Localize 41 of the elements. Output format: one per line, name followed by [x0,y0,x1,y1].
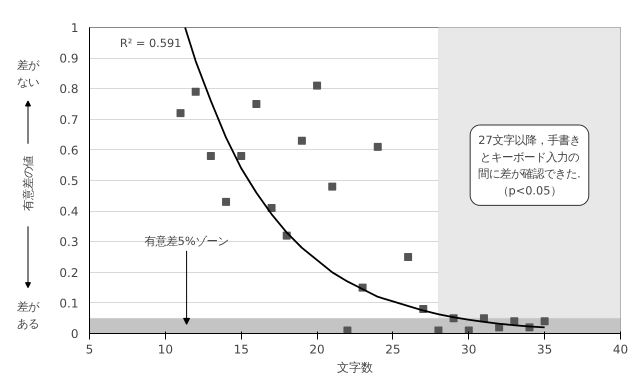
x-axis-title: 文字数 [337,360,373,374]
point [206,152,215,160]
x-tick-label: 25 [385,342,401,356]
annotation: 27文字以降，手書きとキーボード入力の間に差が確認できた.（p<0.05） [478,133,581,198]
y-tick-label: 0.1 [59,296,79,310]
point [222,198,230,206]
point [404,253,412,261]
annotation: R² = 0.591 [120,36,182,50]
x-tick-label: 20 [309,342,325,356]
x-tick-label: 30 [461,342,476,356]
point [464,326,473,334]
y-tick-label: 0.8 [59,82,79,96]
point [313,82,322,90]
y-tick-label: 0.9 [59,52,79,66]
point [252,100,260,108]
x-tick-label: 35 [537,342,552,356]
y-tick-label: 1 [70,21,79,35]
x-tick-label: 15 [234,342,249,356]
point [374,142,382,151]
y-tick-label: 0.3 [59,235,79,250]
y-tick-label: 0.4 [59,204,79,219]
point [176,109,185,118]
y-tick-label: 0.5 [59,174,79,188]
annotation: 有意差5%ゾーン [144,234,229,248]
y-tick-label: 0.6 [59,143,79,158]
text: 差がない [17,58,40,89]
x-tick-label: 5 [86,342,94,356]
y-tick-label: 0.7 [59,112,79,127]
y-tick-label: 0.2 [59,266,79,280]
point [434,326,442,334]
x-tick-label: 10 [158,342,174,356]
point [298,136,306,145]
point [237,152,246,160]
point [192,88,200,96]
text: 差がある [17,300,40,331]
point [343,326,352,334]
point [540,317,549,326]
y-tick-label: 0 [70,327,79,341]
point [328,182,336,191]
x-tick-label: 40 [612,342,628,356]
y-axis-title: 有意差の値 [21,156,35,212]
